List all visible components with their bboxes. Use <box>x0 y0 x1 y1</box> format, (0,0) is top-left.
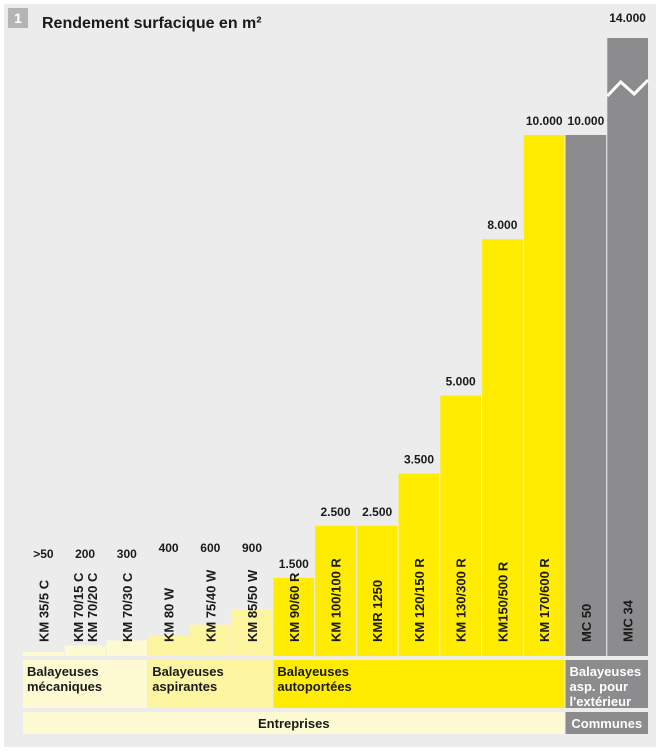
group-band <box>565 660 648 708</box>
axis-break-mark <box>606 78 650 98</box>
value-label: 600 <box>200 541 220 555</box>
bar <box>189 624 231 656</box>
value-label: 1.500 <box>279 557 309 571</box>
category-label: KM 130/300 R <box>454 558 469 642</box>
category-label: KMR 1250 <box>370 580 385 642</box>
category-label: KM150/500 R <box>495 561 510 642</box>
value-label: >50 <box>33 547 54 561</box>
segment-band <box>23 712 565 734</box>
bar <box>23 652 64 656</box>
group-label: Balayeuses <box>570 664 642 679</box>
category-label: KM 70/20 C <box>85 572 100 642</box>
category-label: MC 50 <box>579 604 594 642</box>
value-label: 400 <box>159 541 179 555</box>
value-label: 900 <box>242 541 262 555</box>
category-label: KM 100/100 R <box>329 558 344 642</box>
group-label: asp. pour <box>570 679 629 694</box>
value-label: 200 <box>75 547 95 561</box>
segment-label: Entreprises <box>258 716 330 731</box>
group-band <box>23 660 148 708</box>
group-label: Balayeuses <box>27 664 99 679</box>
category-label: KM 70/30 C <box>120 572 135 642</box>
category-label: KM 120/150 R <box>412 558 427 642</box>
bar <box>64 645 106 656</box>
value-label: 2.500 <box>362 505 392 519</box>
category-label: KM 70/15 C <box>71 572 86 642</box>
value-label: 10.000 <box>568 114 605 128</box>
group-band <box>148 660 273 708</box>
value-label: 14.000 <box>609 11 646 25</box>
bar <box>482 239 523 656</box>
bar <box>440 395 481 656</box>
segment-label: Communes <box>571 716 642 731</box>
figure-number: 1 <box>14 10 22 26</box>
value-label: 10.000 <box>526 114 563 128</box>
category-label: KM 35/5 C <box>36 579 51 642</box>
plot-area: >50 KM 35/5 C 200 KM 70/15 C KM 70/20 C 300 KM… <box>23 11 650 734</box>
bar <box>356 525 398 657</box>
category-label: KM 80 W <box>162 587 177 642</box>
chart-title: Rendement surfacique en m² <box>42 15 262 32</box>
group-label: mécaniques <box>27 679 102 694</box>
bar <box>273 577 315 656</box>
bar <box>315 525 356 657</box>
group-label: Balayeuses <box>152 664 224 679</box>
category-label: KM 90/60 R <box>287 572 302 642</box>
value-label: 3.500 <box>404 453 434 467</box>
category-label: KM 75/40 W <box>203 569 218 642</box>
bar <box>398 473 440 656</box>
group-label: autoportées <box>277 679 351 694</box>
category-label: MIC 34 <box>621 599 636 642</box>
value-label: 300 <box>117 547 137 561</box>
value-label: 2.500 <box>320 505 350 519</box>
group-label: l'extérieur <box>570 694 632 709</box>
bar <box>523 135 565 656</box>
figure-number-badge <box>8 8 28 28</box>
value-label: 8.000 <box>487 218 517 232</box>
bar <box>565 135 607 656</box>
category-label: KM 170/600 R <box>537 558 552 642</box>
bar <box>106 640 148 656</box>
group-label: aspirantes <box>152 679 217 694</box>
bar <box>231 609 273 656</box>
group-band <box>273 660 565 708</box>
segment-band <box>565 712 648 734</box>
category-label: KM 85/50 W <box>245 569 260 642</box>
group-label: Balayeuses <box>277 664 349 679</box>
bar <box>607 38 648 656</box>
value-label: 5.000 <box>446 375 476 389</box>
bar <box>148 635 189 656</box>
